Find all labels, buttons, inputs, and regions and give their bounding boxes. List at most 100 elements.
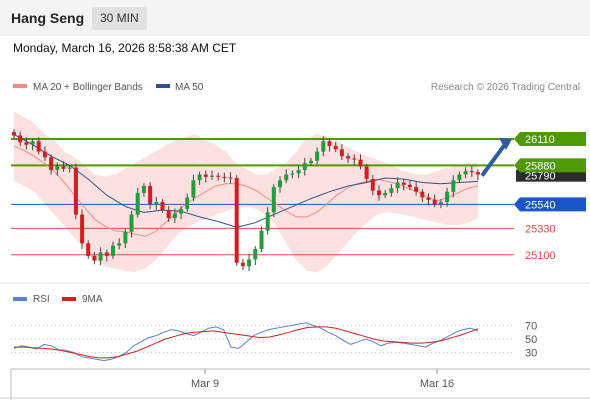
candle-body — [339, 149, 344, 157]
candle-body — [457, 174, 462, 181]
candle-body — [80, 214, 85, 244]
candle-body — [123, 231, 128, 244]
candle-body — [55, 166, 60, 170]
rsi-ma9-line — [14, 326, 479, 359]
candle-body — [401, 182, 406, 185]
candle-body — [346, 156, 351, 159]
forecast-arrow — [480, 141, 508, 177]
candle-body — [302, 163, 307, 170]
candle-body — [463, 171, 468, 175]
candle-body — [296, 169, 301, 174]
candle-body — [432, 199, 437, 205]
candle-body — [420, 191, 425, 198]
candle-body — [117, 243, 122, 246]
candle-body — [135, 192, 140, 215]
candle-body — [86, 243, 91, 256]
legend-swatch-rsi — [13, 297, 27, 301]
candle-body — [166, 210, 171, 219]
candle-body — [73, 167, 78, 215]
candle-body — [476, 172, 480, 175]
legend-label-ma50: MA 50 — [175, 82, 204, 93]
candle-body — [451, 180, 456, 192]
candle-body — [445, 191, 450, 202]
candle-body — [154, 202, 159, 205]
candle-body — [309, 160, 313, 164]
candle-body — [426, 197, 431, 200]
level-badge-25880 — [514, 158, 586, 173]
candle-body — [290, 173, 295, 175]
candle-body — [321, 141, 326, 152]
level-label-26110: 26110 — [525, 134, 555, 146]
candle-body — [36, 141, 41, 152]
timeframe-button[interactable]: 30 MIN — [92, 7, 147, 30]
candle-body — [407, 184, 412, 188]
candle-body — [61, 166, 66, 169]
rsi-tick-30: 30 — [525, 348, 537, 360]
candle-body — [197, 174, 202, 181]
legend-label-9ma: 9MA — [82, 294, 103, 305]
level-badge-25540 — [514, 197, 586, 212]
candle-body — [265, 212, 270, 231]
candle-body — [104, 252, 109, 256]
candle-body — [222, 176, 227, 178]
candle-body — [259, 230, 264, 249]
candle-body — [191, 180, 196, 198]
candle-body — [333, 145, 338, 150]
rsi-tick-70: 70 — [525, 321, 537, 333]
candle-body — [210, 175, 214, 177]
candle-body — [364, 166, 369, 180]
candle-body — [148, 186, 153, 205]
forecast-arrowhead — [499, 137, 512, 150]
candle-body — [172, 213, 177, 219]
candle-body — [284, 174, 289, 181]
level-label-25880: 25880 — [525, 160, 556, 172]
candle-body — [469, 171, 474, 173]
legend-swatch-ma20 — [13, 84, 27, 88]
candle-body — [438, 202, 443, 205]
last-price-badge — [516, 169, 586, 182]
candle-body — [111, 245, 115, 256]
candle-body — [67, 167, 72, 169]
candle-body — [30, 141, 35, 145]
time-tick-mar9: Mar 9 — [191, 378, 219, 390]
legend-label-rsi: RSI — [33, 294, 50, 305]
candle-body — [352, 158, 357, 160]
candle-body — [216, 175, 221, 177]
candle-body — [42, 151, 47, 158]
candle-body — [247, 259, 252, 267]
ma50-line — [13, 133, 479, 228]
price-legend: MA 20 + Bollinger Bands MA 50 Research ©… — [13, 82, 580, 93]
rsi-tick-50: 50 — [525, 334, 537, 346]
candle-body — [98, 252, 103, 261]
candle-body — [228, 177, 233, 179]
candle-body — [327, 141, 332, 146]
candle-body — [141, 186, 146, 193]
candle-body — [24, 142, 29, 145]
candle-body — [414, 187, 419, 192]
level-label-25330: 25330 — [525, 223, 556, 235]
candle-body — [49, 157, 54, 170]
level-badge-26110 — [514, 131, 586, 146]
candle-body — [160, 202, 165, 210]
candle-body — [370, 179, 375, 191]
rsi-legend: RSI 9MA — [13, 294, 103, 305]
candle-body — [129, 214, 134, 232]
candle-body — [92, 255, 97, 261]
candle-body — [389, 188, 394, 193]
candle-body — [234, 178, 239, 263]
rsi-line — [13, 322, 479, 362]
candle-body — [253, 249, 258, 260]
level-label-25100: 25100 — [525, 250, 556, 262]
candle-body — [12, 132, 16, 136]
candle-body — [271, 187, 276, 213]
legend-swatch-9ma — [62, 297, 76, 301]
candle-body — [240, 262, 245, 267]
candle-body — [278, 180, 282, 188]
legend-label-ma20: MA 20 + Bollinger Bands — [33, 82, 143, 93]
candle-body — [315, 151, 320, 161]
ma20-line — [13, 145, 479, 237]
candle-body — [18, 135, 23, 143]
candle-body — [377, 190, 381, 196]
legend-swatch-ma50 — [156, 84, 170, 88]
